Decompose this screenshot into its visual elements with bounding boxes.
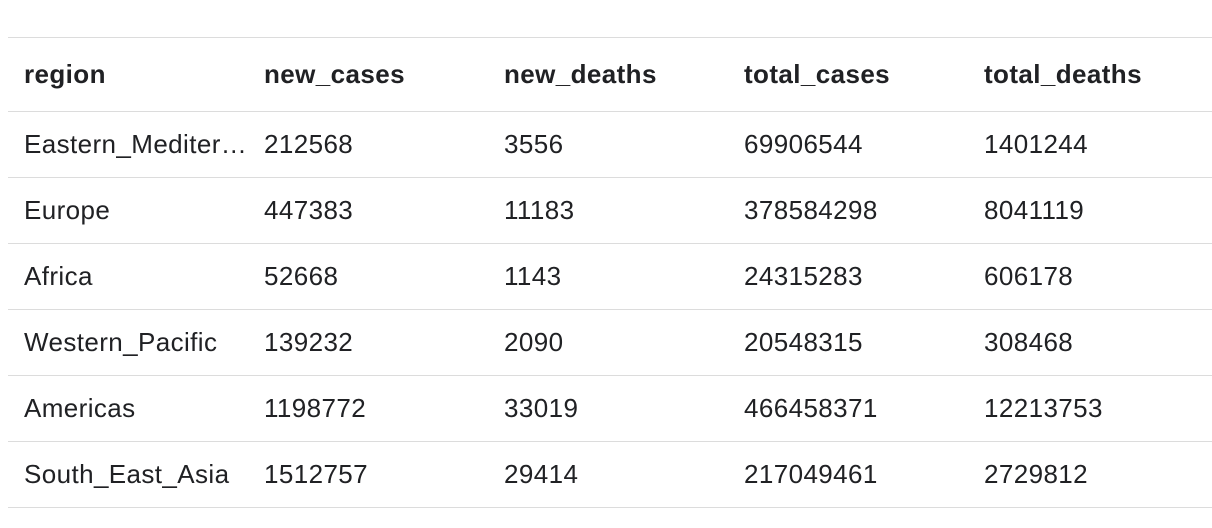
- cell-region: Americas: [24, 393, 136, 423]
- table-row: Western_Pacific 139232 2090 20548315 308…: [8, 310, 1212, 376]
- table-row: Eastern_Mediterranean 212568 3556 699065…: [8, 112, 1212, 178]
- table-row: Africa 52668 1143 24315283 606178: [8, 244, 1212, 310]
- cell-new-cases: 139232: [264, 327, 354, 357]
- cell-total-deaths: 8041119: [984, 195, 1085, 225]
- data-table: region new_cases new_deaths total_cases …: [8, 37, 1212, 508]
- table-row: South_East_Asia 1512757 29414 217049461 …: [8, 442, 1212, 508]
- cell-region: Eastern_Mediterranean: [24, 129, 248, 159]
- cell-new-cases: 447383: [264, 195, 354, 225]
- column-header-region[interactable]: region: [24, 59, 106, 89]
- column-header-new-cases[interactable]: new_cases: [264, 59, 405, 89]
- cell-total-cases: 217049461: [744, 459, 878, 489]
- cell-total-deaths: 1401244: [984, 129, 1089, 159]
- cell-total-deaths: 2729812: [984, 459, 1089, 489]
- cell-total-cases: 69906544: [744, 129, 863, 159]
- table-row: Europe 447383 11183 378584298 8041119: [8, 178, 1212, 244]
- data-table-container: region new_cases new_deaths total_cases …: [8, 37, 1212, 508]
- cell-region: Europe: [24, 195, 111, 225]
- column-header-total-cases[interactable]: total_cases: [744, 59, 891, 89]
- cell-new-cases: 52668: [264, 261, 339, 291]
- cell-total-cases: 20548315: [744, 327, 863, 357]
- cell-new-cases: 212568: [264, 129, 354, 159]
- table-header: region new_cases new_deaths total_cases …: [8, 37, 1212, 112]
- cell-total-cases: 378584298: [744, 195, 878, 225]
- cell-region: South_East_Asia: [24, 459, 230, 489]
- cell-new-deaths: 3556: [504, 129, 564, 159]
- column-header-total-deaths[interactable]: total_deaths: [984, 59, 1142, 89]
- cell-new-deaths: 2090: [504, 327, 564, 357]
- cell-total-cases: 466458371: [744, 393, 878, 423]
- cell-total-deaths: 606178: [984, 261, 1074, 291]
- table-row: Americas 1198772 33019 466458371 1221375…: [8, 376, 1212, 442]
- cell-new-deaths: 11183: [504, 195, 575, 225]
- header-row: region new_cases new_deaths total_cases …: [8, 37, 1212, 112]
- cell-new-cases: 1512757: [264, 459, 369, 489]
- cell-region: Africa: [24, 261, 93, 291]
- cell-region: Western_Pacific: [24, 327, 218, 357]
- column-header-new-deaths[interactable]: new_deaths: [504, 59, 657, 89]
- cell-total-deaths: 12213753: [984, 393, 1103, 423]
- cell-new-cases: 1198772: [264, 393, 367, 423]
- cell-total-deaths: 308468: [984, 327, 1074, 357]
- cell-new-deaths: 1143: [504, 261, 562, 291]
- cell-new-deaths: 33019: [504, 393, 579, 423]
- table-body: Eastern_Mediterranean 212568 3556 699065…: [8, 112, 1212, 508]
- cell-total-cases: 24315283: [744, 261, 863, 291]
- cell-new-deaths: 29414: [504, 459, 579, 489]
